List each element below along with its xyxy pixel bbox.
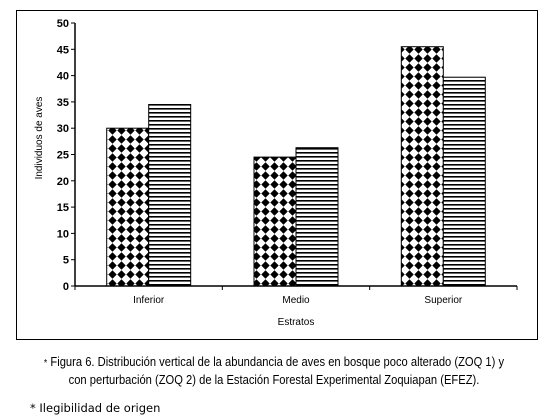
y-tick-label: 25 — [57, 150, 69, 162]
x-tick-label-inferior: Inferior — [133, 295, 165, 306]
y-tick-label: 35 — [57, 97, 69, 109]
legibility-note: * Ilegibilidad de origen — [30, 401, 161, 415]
y-tick-label: 50 — [57, 18, 69, 30]
caption-line-1: * Figura 6. Distribución vertical de la … — [38, 354, 509, 372]
y-tick-label: 5 — [63, 255, 69, 267]
y-tick-label: 0 — [63, 281, 69, 293]
y-tick-label: 20 — [57, 176, 69, 188]
caption-line-2: con perturbación (ZOQ 2) de la Estación … — [68, 372, 480, 387]
bar-chart: 0 5 10 15 20 25 30 35 40 45 50 Inferior Medio Superi… — [34, 18, 518, 328]
bar-medio-series-1 — [253, 156, 297, 287]
bar-medio-series-2 — [295, 147, 339, 287]
bar-superior-series-1 — [400, 46, 444, 287]
bar-inferior-series-1 — [106, 127, 150, 287]
bar-inferior-series-2 — [148, 104, 192, 287]
figure-caption: * Figura 6. Distribución vertical de la … — [38, 354, 509, 388]
caption-text-1: Figura 6. Distribución vertical de la ab… — [50, 354, 505, 369]
x-tick-label-medio: Medio — [282, 295, 310, 306]
y-axis-label: Individuos de aves — [34, 97, 45, 180]
y-tick-label: 15 — [57, 202, 69, 214]
caption-marker: * — [43, 358, 48, 369]
figure-frame — [16, 10, 538, 340]
x-axis-label: Estratos — [278, 317, 315, 328]
y-tick-label: 10 — [57, 228, 69, 240]
y-tick-label: 45 — [57, 44, 69, 56]
x-tick-label-superior: Superior — [424, 295, 462, 306]
bar-superior-series-2 — [442, 76, 486, 287]
y-tick-label: 30 — [57, 123, 69, 135]
y-tick-label: 40 — [57, 71, 69, 83]
